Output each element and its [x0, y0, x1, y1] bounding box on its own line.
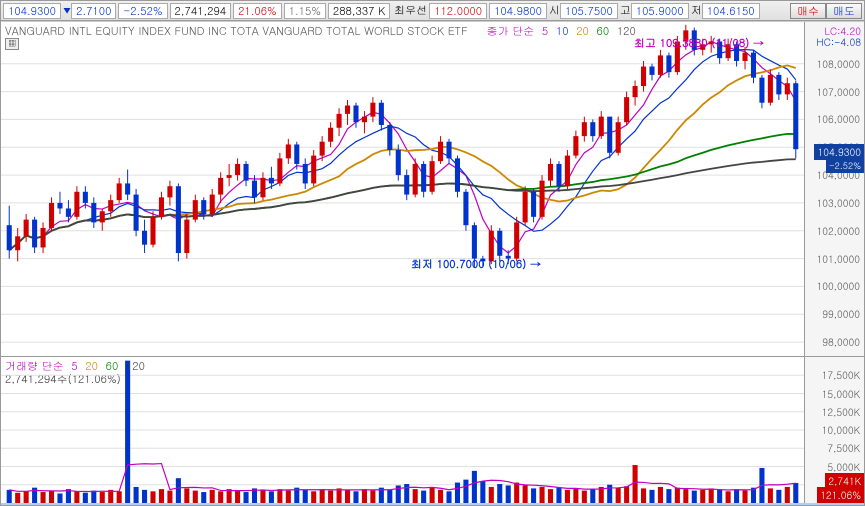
best-high: 112.0000 — [429, 3, 487, 19]
vol-y-tick: 15,000K — [822, 387, 860, 401]
pct2: 1.15% — [284, 3, 326, 19]
price-y-axis: LC:4.20 HC:-4.08 104.9300 -2.52% 98,0000… — [804, 22, 864, 356]
sell-button[interactable]: 매도 — [826, 3, 862, 19]
hc-label: HC:-4.08 — [816, 35, 861, 49]
high-price: 105.9000 — [631, 3, 689, 19]
y-tick: 103,0000 — [816, 196, 860, 210]
vol-y-tick: 5,000K — [827, 460, 860, 474]
label-high: 고 — [620, 3, 631, 18]
buy-button[interactable]: 매수 — [790, 3, 826, 19]
volume-legend: 거래량 단순 5 20 60 120 — [5, 359, 149, 374]
current-price: 104.9300 — [3, 3, 61, 19]
legend-prefix: 종가 단순 — [487, 24, 535, 39]
low-annotation: 최저 100.7000 (10/06) → — [411, 257, 541, 272]
chart-wrap: VANGUARD INTL EQUITY INDEX FUND INC TOTA… — [1, 21, 864, 505]
ma5-label: 5 — [542, 24, 548, 39]
price-chart-area[interactable]: VANGUARD INTL EQUITY INDEX FUND INC TOTA… — [1, 22, 804, 356]
vol-y-tick: 17,500K — [822, 368, 860, 382]
down-arrow-icon: ▼ — [63, 4, 71, 17]
price-chart-row: VANGUARD INTL EQUITY INDEX FUND INC TOTA… — [1, 22, 864, 357]
vol-ma20-label: 20 — [85, 359, 98, 374]
y-tick: 106,0000 — [816, 112, 860, 126]
ma120-label: 120 — [617, 24, 636, 39]
open-price: 105.7500 — [560, 3, 618, 19]
high-annotation: 최고 109.3880 (11/08) → — [634, 36, 764, 51]
vol-legend-prefix: 거래량 단순 — [5, 359, 64, 374]
price-change-pct: -2.52% — [118, 3, 167, 19]
volume-chart-row: 거래량 단순 5 20 60 120 2,741,294주(121.06%) 2… — [1, 357, 864, 505]
price-legend: VANGUARD INTL EQUITY INDEX FUND INC TOTA… — [5, 24, 640, 39]
volume-svg — [1, 357, 804, 503]
top-info-bar: 104.9300 ▼ 2.7100 -2.52% 2,741,294 21.06… — [1, 1, 864, 21]
vol-badge-pct: 121.06% — [817, 487, 864, 503]
label-best: 최우선 — [394, 3, 427, 18]
vol-ma5-label: 5 — [71, 359, 77, 374]
y-tick: 101,0000 — [816, 252, 860, 266]
ma60-label: 60 — [597, 24, 610, 39]
volume-chart-area[interactable]: 거래량 단순 5 20 60 120 2,741,294주(121.06%) — [1, 357, 804, 503]
ma10-label: 10 — [556, 24, 569, 39]
vol-y-tick: 7,500K — [827, 441, 860, 455]
y-tick: 100,0000 — [816, 279, 860, 293]
volume-shares: 2,741,294 — [170, 3, 232, 19]
y-tick: 98,0000 — [822, 335, 860, 349]
y-tick: 102,0000 — [816, 224, 860, 238]
label-open: 시 — [549, 3, 560, 18]
price-badge-pct: -2.52% — [826, 158, 864, 173]
volume-y-axis: 2,741K 121.06% 2,500K5,000K7,500K10,000K… — [804, 357, 864, 503]
vol-ma60-label: 60 — [106, 359, 119, 374]
pct1: 21.06% — [233, 3, 282, 19]
price-svg — [1, 22, 804, 356]
value-k: 288,337 K — [328, 3, 390, 19]
best-low: 104.9800 — [489, 3, 547, 19]
y-tick: 108,0000 — [816, 57, 860, 71]
label-low: 저 — [691, 3, 702, 18]
y-tick: 107,0000 — [816, 85, 860, 99]
chart-title: VANGUARD INTL EQUITY INDEX FUND INC TOTA… — [5, 24, 468, 39]
chart-type-icon[interactable]: ▦ — [5, 38, 19, 50]
price-change: 2.7100 — [71, 3, 116, 19]
vol-ma120-label: 120 — [126, 359, 145, 374]
vol-y-tick: 12,500K — [822, 405, 860, 419]
stock-chart-window: 104.9300 ▼ 2.7100 -2.52% 2,741,294 21.06… — [0, 0, 865, 506]
ma20-label: 20 — [576, 24, 589, 39]
y-tick: 99,0000 — [822, 307, 860, 321]
vol-y-tick: 10,000K — [822, 423, 860, 437]
low-price: 104.6150 — [702, 3, 760, 19]
